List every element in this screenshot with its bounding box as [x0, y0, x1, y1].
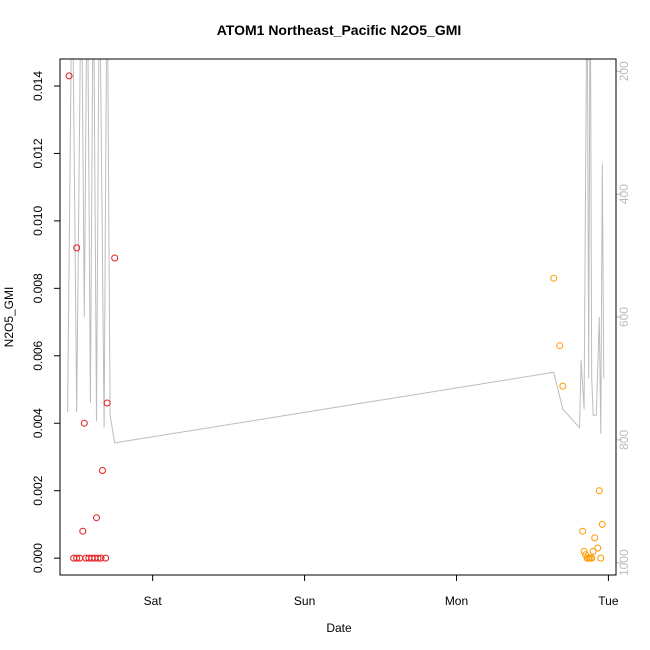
y-tick-label: 0.008	[31, 273, 45, 303]
data-point-series-2	[580, 547, 588, 555]
pressure-line-group	[67, 59, 605, 444]
y-tick-label: 0.002	[31, 475, 45, 505]
data-point-series-1	[102, 554, 110, 562]
data-point-series-1	[73, 244, 81, 252]
data-point-series-1	[99, 467, 106, 474]
data-point-series-2	[559, 382, 567, 390]
data-point-series-2	[598, 520, 606, 528]
y-tick-label: 0.000	[31, 543, 45, 573]
data-point-series-1	[93, 514, 100, 522]
x-axis-label: Date	[326, 621, 352, 635]
y2-tick-label: 1000	[617, 549, 631, 576]
plot-frame	[59, 58, 617, 576]
data-point-series-2	[556, 342, 564, 350]
data-point-series-1	[79, 527, 87, 535]
data-point-series-1	[111, 254, 119, 262]
x-tick-label: Mon	[445, 594, 468, 608]
data-point-series-1	[65, 72, 73, 80]
axes-group: 0.000 0.002 0.004 0.006 0.008 0.010 0.012 0.014…	[31, 61, 631, 608]
data-point-series-2	[579, 527, 587, 535]
data-point-series-1	[80, 419, 88, 427]
x-tick-label: Sat	[144, 594, 163, 608]
y2-tick-label: 400	[617, 184, 631, 204]
x-tick-label: Tue	[598, 594, 619, 608]
data-point-series-1	[73, 554, 81, 562]
y2-tick-label: 200	[617, 61, 631, 81]
data-point-series-1	[97, 554, 105, 562]
y2-tick-label: 600	[617, 307, 631, 327]
y-tick-label: 0.010	[31, 206, 45, 236]
data-point-series-2	[588, 554, 596, 562]
points-group	[65, 72, 606, 562]
data-point-series-2	[591, 534, 599, 542]
y-tick-label: 0.006	[31, 340, 45, 370]
data-point-series-2	[597, 554, 605, 562]
data-point-series-2	[595, 487, 603, 495]
y-tick-label: 0.014	[31, 71, 45, 101]
pressure-line	[67, 59, 605, 444]
y-tick-label: 0.012	[31, 138, 45, 168]
chart-title: ATOM1 Northeast_Pacific N2O5_GMI	[217, 22, 462, 38]
y-tick-label: 0.004	[31, 408, 45, 438]
data-point-series-2	[550, 274, 558, 282]
y2-tick-label: 800	[617, 430, 631, 450]
data-point-series-2	[594, 544, 602, 552]
data-point-series-2	[589, 547, 597, 555]
data-point-series-1	[94, 554, 102, 562]
x-tick-label: Sun	[294, 594, 315, 608]
data-point-series-1	[103, 399, 111, 407]
y-axis-label: N2O5_GMI	[2, 287, 16, 348]
